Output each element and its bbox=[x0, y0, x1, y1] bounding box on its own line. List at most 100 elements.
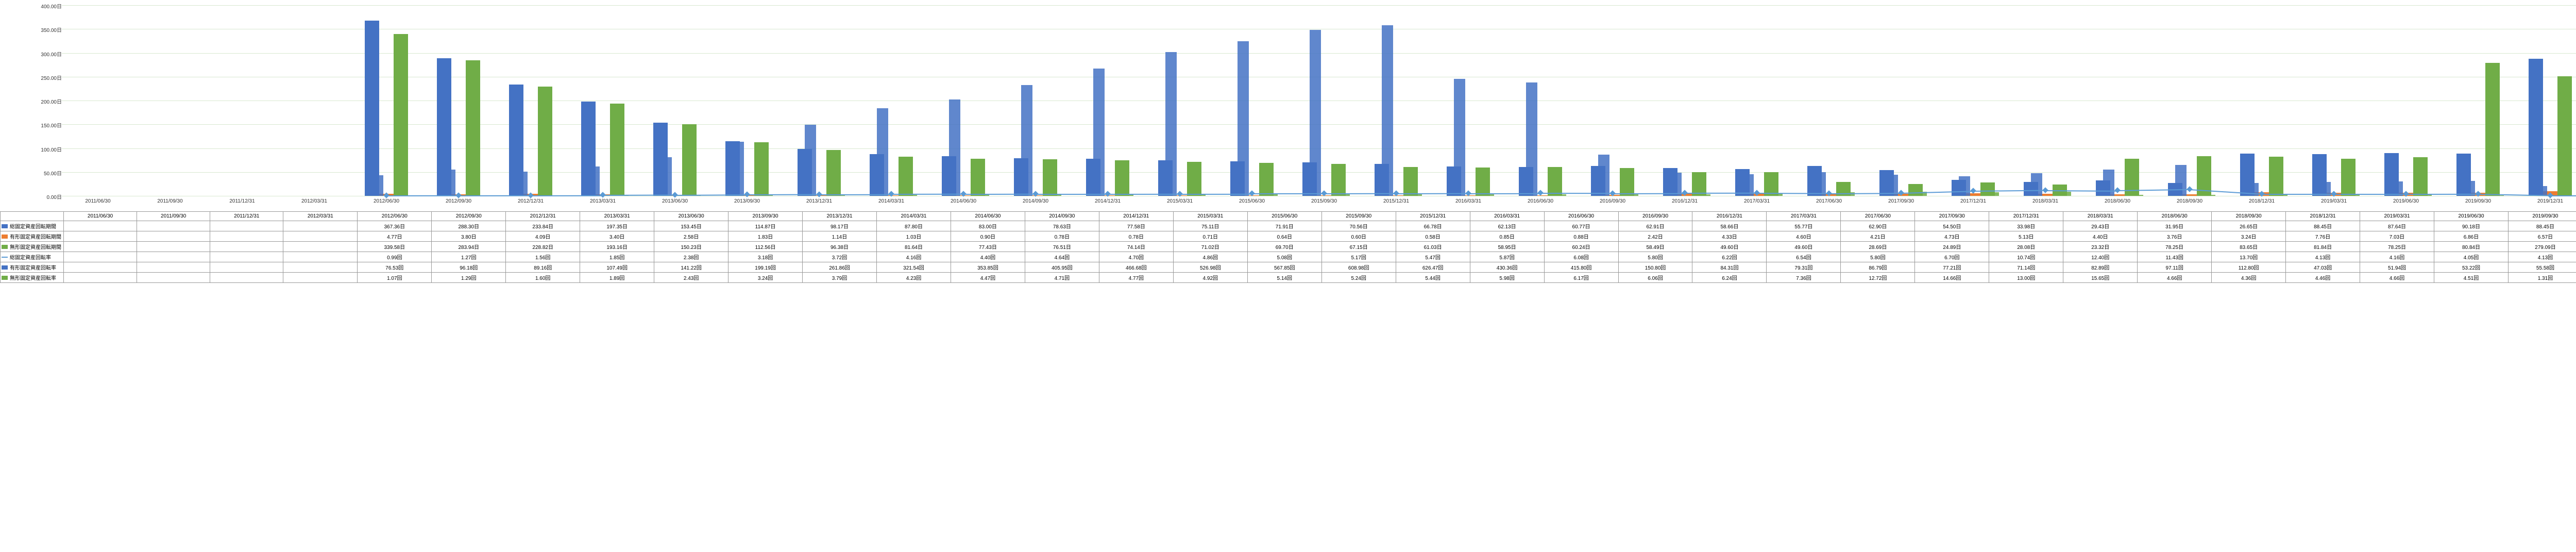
bar-yukei_ritsu bbox=[516, 172, 528, 196]
bar-mukei_kikan bbox=[971, 159, 985, 196]
bar-mukei_ritsu bbox=[1411, 194, 1422, 196]
bar-mukei_kikan bbox=[394, 34, 408, 196]
bar-mukei_ritsu bbox=[2493, 195, 2504, 196]
y-left-tick: 100.00日 bbox=[36, 145, 62, 153]
table-cell: 2.38回 bbox=[654, 252, 728, 262]
x-tick: 2016/09/30 bbox=[1577, 198, 1649, 204]
x-tick: 2019/03/31 bbox=[2298, 198, 2370, 204]
table-cell: 70.56日 bbox=[1321, 221, 1396, 231]
table-cell: 0.88日 bbox=[1544, 231, 1618, 242]
table-col-header: 2016/06/30 bbox=[1544, 212, 1618, 221]
table-cell: 288.30日 bbox=[432, 221, 506, 231]
table-cell: 7.36回 bbox=[1767, 273, 1841, 283]
table-cell: 76.51日 bbox=[1025, 242, 1099, 252]
table-cell bbox=[210, 231, 283, 242]
table-cell: 5.24回 bbox=[1321, 273, 1396, 283]
table-cell: 6.57日 bbox=[2508, 231, 2576, 242]
table-cell: 4.13回 bbox=[2286, 252, 2360, 262]
table-cell: 12.72回 bbox=[1841, 273, 1915, 283]
table-col-header: 2011/12/31 bbox=[210, 212, 283, 221]
x-tick: 2015/06/30 bbox=[1216, 198, 1288, 204]
line-segment bbox=[1829, 193, 1901, 194]
table-cell bbox=[283, 242, 358, 252]
table-cell: 74.14日 bbox=[1099, 242, 1173, 252]
bar-mukei_ritsu bbox=[1338, 194, 1350, 196]
bar-mukei_kikan bbox=[2269, 157, 2283, 196]
table-col-header: 2015/03/31 bbox=[1173, 212, 1247, 221]
table-cell: 1.89回 bbox=[580, 273, 654, 283]
table-cell: 150.23日 bbox=[654, 242, 728, 252]
table-cell: 4.40日 bbox=[2063, 231, 2138, 242]
table-col-header: 2011/06/30 bbox=[64, 212, 137, 221]
table-cell: 78.63日 bbox=[1025, 221, 1099, 231]
table-cell: 4.51回 bbox=[2434, 273, 2509, 283]
table-cell: 3.79回 bbox=[803, 273, 877, 283]
table-cell: 4.73日 bbox=[1915, 231, 1989, 242]
table-cell: 81.84日 bbox=[2286, 242, 2360, 252]
bar-mukei_ritsu bbox=[978, 195, 989, 196]
table-cell: 53.22回 bbox=[2434, 262, 2509, 273]
bar-yukei_ritsu bbox=[2536, 186, 2547, 196]
x-tick: 2013/06/30 bbox=[639, 198, 711, 204]
table-cell bbox=[137, 221, 210, 231]
bar-mukei_kikan bbox=[826, 150, 841, 196]
bar-sogo_kikan bbox=[2529, 59, 2543, 196]
table-corner bbox=[1, 212, 64, 221]
table-cell: 6.22回 bbox=[1692, 252, 1767, 262]
table-cell: 1.85回 bbox=[580, 252, 654, 262]
table-cell: 26.65日 bbox=[2212, 221, 2286, 231]
legend-marker-icon bbox=[2, 245, 8, 249]
y-left-tick: 300.00日 bbox=[36, 50, 62, 58]
table-cell: 353.85回 bbox=[951, 262, 1025, 273]
table-cell: 4.23回 bbox=[877, 273, 951, 283]
x-tick: 2017/03/31 bbox=[1721, 198, 1793, 204]
table-col-header: 2016/12/31 bbox=[1692, 212, 1767, 221]
table-cell bbox=[283, 221, 358, 231]
table-cell bbox=[210, 273, 283, 283]
bar-mukei_kikan bbox=[1476, 168, 1490, 196]
bar-mukei_ritsu bbox=[2060, 192, 2071, 196]
table-cell bbox=[137, 231, 210, 242]
table-col-header: 2015/06/30 bbox=[1247, 212, 1321, 221]
table-cell: 4.60日 bbox=[1767, 231, 1841, 242]
table-cell bbox=[283, 273, 358, 283]
table-col-header: 2018/06/30 bbox=[2138, 212, 2212, 221]
legend-marker-icon bbox=[2, 265, 8, 270]
table-cell: 4.40回 bbox=[951, 252, 1025, 262]
x-tick: 2011/12/31 bbox=[206, 198, 278, 204]
bar-yukei_ritsu bbox=[372, 175, 383, 196]
x-tick: 2018/03/31 bbox=[2009, 198, 2081, 204]
table-cell: 367.36日 bbox=[358, 221, 432, 231]
x-tick: 2015/09/30 bbox=[1288, 198, 1360, 204]
table-cell: 567.85回 bbox=[1247, 262, 1321, 273]
table-cell: 58.95日 bbox=[1470, 242, 1544, 252]
table-cell: 66.78日 bbox=[1396, 221, 1470, 231]
table-cell bbox=[137, 273, 210, 283]
table-cell: 13.00回 bbox=[1989, 273, 2063, 283]
table-cell: 96.18回 bbox=[432, 262, 506, 273]
table-cell: 153.45日 bbox=[654, 221, 728, 231]
table-row-header: 無形固定資産回転率 bbox=[1, 273, 64, 283]
line-segment bbox=[963, 194, 1036, 195]
bar-mukei_ritsu bbox=[1555, 194, 1566, 196]
bar-mukei_ritsu bbox=[1483, 194, 1494, 196]
bar-mukei_kikan bbox=[2485, 63, 2500, 196]
x-tick: 2014/03/31 bbox=[855, 198, 927, 204]
table-cell: 626.47回 bbox=[1396, 262, 1470, 273]
table-cell: 526.98回 bbox=[1173, 262, 1247, 273]
bar-mukei_kikan bbox=[1259, 163, 1274, 196]
table-cell: 10.74回 bbox=[1989, 252, 2063, 262]
table-cell: 3.76日 bbox=[2138, 231, 2212, 242]
table-cell: 82.89回 bbox=[2063, 262, 2138, 273]
x-tick: 2015/12/31 bbox=[1360, 198, 1432, 204]
table-cell: 3.40日 bbox=[580, 231, 654, 242]
table-cell: 233.84日 bbox=[506, 221, 580, 231]
table-cell: 107.49回 bbox=[580, 262, 654, 273]
table-col-header: 2017/03/31 bbox=[1767, 212, 1841, 221]
table-cell: 1.56回 bbox=[506, 252, 580, 262]
x-tick: 2012/12/31 bbox=[495, 198, 567, 204]
table-cell: 6.70回 bbox=[1915, 252, 1989, 262]
bar-mukei_kikan bbox=[1403, 167, 1418, 196]
table-cell: 112.56日 bbox=[728, 242, 803, 252]
table-cell: 5.80回 bbox=[1618, 252, 1692, 262]
